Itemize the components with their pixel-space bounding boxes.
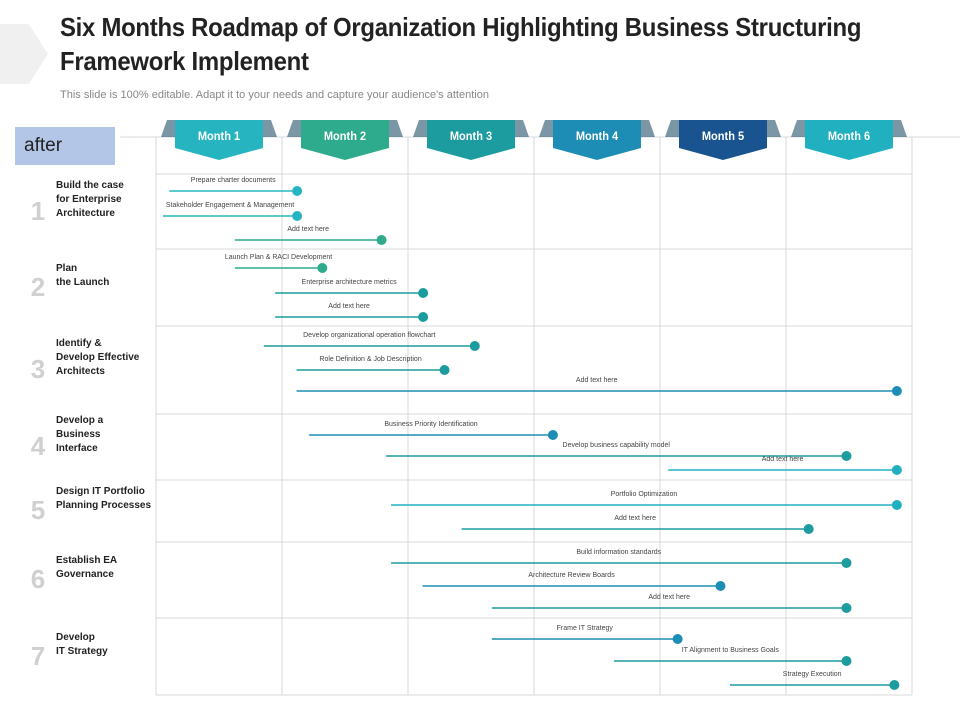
task-label: Add text here [614, 515, 656, 522]
row-label: Establish EA Governance [56, 555, 118, 580]
task-label: Add text here [761, 456, 804, 463]
row-label: Identify & Develop Effective Architects [56, 338, 140, 377]
task-label: Business Priority Identification [384, 421, 478, 428]
task-end-dot [715, 581, 726, 591]
task-label: Frame IT Strategy [556, 625, 613, 632]
task-end-dot [841, 558, 852, 568]
month-header-shape [427, 120, 515, 160]
row-number: 6 [30, 564, 46, 594]
task-end-dot [841, 451, 852, 461]
task-end-dot [418, 288, 429, 298]
task-label: Stakeholder Engagement & Management [165, 202, 295, 209]
task-label: Portfolio Optimization [610, 491, 678, 498]
month-header-label: Month 4 [575, 129, 619, 143]
month-ribbon-fold-right [259, 120, 277, 137]
task-label: Launch Plan & RACI Development [224, 254, 333, 261]
task-end-dot [317, 263, 328, 273]
task-label: Add text here [328, 303, 370, 310]
task-end-dot [672, 634, 683, 644]
row-label: Develop IT Strategy [56, 631, 108, 657]
task-end-dot [889, 680, 900, 690]
task-end-dot [376, 235, 387, 245]
task-end-dot [469, 341, 480, 351]
row-label: Plan the Launch [56, 262, 110, 288]
row-number: 7 [30, 640, 46, 671]
task-end-dot [891, 465, 902, 475]
month-ribbon-fold-left [665, 120, 683, 137]
task-label: Prepare charter documents [190, 177, 276, 184]
month-ribbon-fold-left [161, 120, 179, 137]
after-label: after [15, 127, 115, 165]
month-header-shape [805, 120, 893, 160]
month-header-label: Month 6 [827, 129, 871, 143]
month-header-shape [175, 120, 263, 160]
month-header-shape [301, 120, 389, 160]
month-ribbon-fold-left [791, 120, 809, 137]
month-ribbon-fold-right [385, 120, 403, 137]
month-header-shape [553, 120, 641, 160]
task-label: Strategy Execution [782, 671, 842, 678]
month-header-label: Month 1 [197, 129, 241, 143]
month-header-label: Month 5 [701, 129, 745, 143]
task-end-dot [891, 386, 902, 396]
month-ribbon-fold-right [889, 120, 907, 137]
row-label: Develop a Business Interface [56, 415, 104, 454]
row-number: 1 [30, 195, 46, 226]
month-ribbon-fold-left [287, 120, 305, 137]
task-label: IT Alignment to Business Goals [681, 647, 779, 654]
task-end-dot [439, 365, 450, 375]
page-subtitle: This slide is 100% editable. Adapt it to… [60, 89, 489, 101]
task-label: Add text here [575, 377, 618, 384]
row-number: 5 [30, 495, 46, 525]
task-label: Build information standards [576, 549, 662, 556]
row-number: 3 [30, 354, 46, 384]
task-label: Develop organizational operation flowcha… [303, 332, 436, 339]
month-ribbon-fold-left [413, 120, 431, 137]
task-end-dot [841, 656, 852, 666]
task-label: Add text here [287, 226, 329, 233]
task-end-dot [803, 524, 814, 534]
task-label: Architecture Review Boards [528, 572, 615, 579]
row-label: Build the case for Enterprise Architectu… [56, 179, 124, 219]
month-header-label: Month 2 [323, 129, 367, 143]
task-end-dot [547, 430, 558, 440]
task-end-dot [891, 500, 902, 510]
page-title: Six Months Roadmap of Organization Highl… [60, 12, 862, 76]
row-number: 2 [30, 271, 46, 302]
month-header-shape [679, 120, 767, 160]
month-ribbon-fold-right [637, 120, 655, 137]
task-label: Enterprise architecture metrics [301, 279, 397, 286]
task-end-dot [292, 211, 303, 221]
month-ribbon-fold-right [511, 120, 529, 137]
month-header-label: Month 3 [449, 129, 493, 143]
task-label: Add text here [648, 594, 690, 601]
row-label: Design IT Portfolio Planning Processes [56, 486, 152, 511]
task-end-dot [292, 186, 303, 196]
month-ribbon-fold-left [539, 120, 557, 137]
row-number: 4 [30, 431, 46, 461]
task-label: Develop business capability model [562, 442, 670, 449]
task-end-dot [841, 603, 852, 613]
task-label: Role Definition & Job Description [319, 356, 422, 363]
month-ribbon-fold-right [763, 120, 781, 137]
task-end-dot [418, 312, 429, 322]
